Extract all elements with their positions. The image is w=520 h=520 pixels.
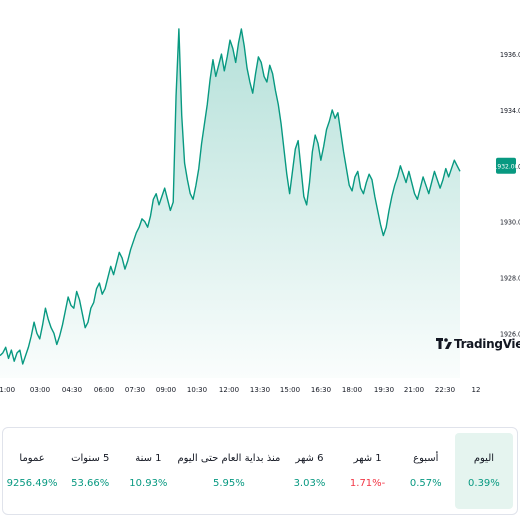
x-tick-label: 12:00 (219, 386, 239, 394)
x-tick-label: 04:30 (62, 386, 82, 394)
perf-tab-ytd[interactable]: منذ بداية العام حتى اليوم 5.95% (177, 428, 280, 514)
perf-label: 5 سنوات (71, 453, 110, 464)
perf-label: 6 شهر (295, 453, 324, 464)
perf-label: أسبوع (413, 453, 439, 464)
x-tick-label: 22:30 (435, 386, 455, 394)
x-tick-label: 21:00 (404, 386, 424, 394)
y-axis: 1926.001928.001930.001932.001934.001936.… (500, 51, 520, 338)
perf-value: 5.95% (213, 478, 245, 489)
perf-value: 9256.49% (6, 478, 58, 489)
x-tick-label: 09:00 (156, 386, 176, 394)
perf-tab-week[interactable]: أسبوع 0.57% (397, 428, 455, 514)
performance-bar: اليوم 0.39% أسبوع 0.57% 1 شهر 1.71%- 6 ش… (2, 427, 518, 515)
x-tick-label: 12 (472, 386, 481, 394)
price-area-fill (0, 28, 460, 379)
perf-tab-all-time[interactable]: عموما 9256.49% (3, 428, 61, 514)
x-axis: 01:00 03:00 04:30 06:00 07:30 09:00 10:30 12:00… (0, 386, 480, 394)
perf-value: 10.93% (129, 478, 168, 489)
x-tick-label: 16:30 (311, 386, 331, 394)
perf-tab-1-year[interactable]: 1 سنة 10.93% (119, 428, 177, 514)
perf-label: 1 سنة (135, 453, 162, 464)
x-tick-label: 19:30 (374, 386, 394, 394)
perf-label: منذ بداية العام حتى اليوم (177, 453, 281, 464)
perf-tab-5-years[interactable]: 5 سنوات 53.66% (61, 428, 119, 514)
x-tick-label: 10:30 (187, 386, 207, 394)
x-tick-label: 03:00 (30, 386, 50, 394)
y-tick-label: 1936.00 (500, 51, 520, 59)
perf-tab-today[interactable]: اليوم 0.39% (454, 433, 513, 509)
perf-value: 53.66% (71, 478, 110, 489)
y-tick-label: 1926.00 (500, 330, 520, 338)
perf-tab-6-months[interactable]: 6 شهر 3.03% (280, 428, 338, 514)
x-tick-label: 07:30 (125, 386, 145, 394)
price-chart[interactable]: 1926.00 1928.00 1930.00 1932.00 1934.00 1936.… (0, 0, 520, 410)
last-price-label: 1932.00 (494, 163, 519, 170)
tradingview-logo-text: TradingView (454, 337, 520, 351)
perf-label: 1 شهر (353, 453, 382, 464)
x-tick-label: 18:00 (342, 386, 362, 394)
perf-label: اليوم (473, 453, 495, 464)
tradingview-logo-icon (436, 338, 452, 349)
y-tick-label: 1930.00 (500, 219, 520, 227)
y-tick-label: 1928.00 (500, 274, 520, 282)
perf-label: عموما (19, 453, 45, 464)
x-tick-label: 13:30 (250, 386, 270, 394)
last-price-badge (496, 157, 516, 174)
last-price-marker: 1932.00 (494, 157, 519, 174)
price-line (0, 28, 461, 365)
tradingview-logo[interactable]: TradingView (436, 337, 520, 351)
perf-value: 0.39% (468, 478, 500, 489)
x-tick-label: 01:00 (0, 386, 15, 394)
x-tick-label: 06:00 (94, 386, 114, 394)
y-tick-label: 1934.00 (500, 107, 520, 115)
perf-value: 0.57% (409, 478, 442, 489)
perf-tab-1-month[interactable]: 1 شهر 1.71%- (339, 428, 397, 514)
x-tick-label: 15:00 (280, 386, 300, 394)
perf-value: 3.03% (293, 478, 326, 489)
perf-value: 1.71%- (349, 478, 386, 489)
